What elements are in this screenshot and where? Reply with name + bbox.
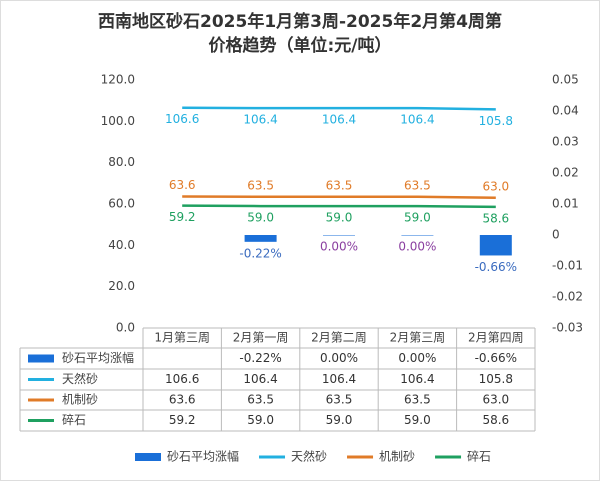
table-cell: 59.0: [247, 413, 274, 427]
table-cell: 63.5: [326, 393, 353, 407]
table-cell: 59.0: [404, 413, 431, 427]
line: [182, 195, 496, 200]
line: [182, 106, 496, 111]
table-row-name: 砂石平均涨幅: [62, 350, 134, 365]
bar-label: 0.00%: [320, 240, 358, 254]
y-tick-label: 100.0: [101, 114, 135, 128]
table-header: 1月第三周: [154, 331, 210, 345]
data-label: 59.0: [404, 211, 431, 225]
legend-label: 天然砂: [291, 449, 327, 464]
legend-label: 碎石: [467, 449, 491, 464]
bar-label: -0.22%: [239, 246, 281, 260]
y-tick-label: 120.0: [101, 73, 135, 87]
y-tick-label: 0.0: [116, 321, 135, 335]
legend-label: 砂石平均涨幅: [167, 449, 239, 464]
y2-tick-label: 0.02: [552, 166, 579, 180]
table-row-name: 天然砂: [62, 371, 98, 386]
data-label: 63.6: [169, 178, 196, 192]
bar: [479, 235, 512, 256]
chart-title: 西南地区砂石2025年1月第3周-2025年2月第4周第: [98, 11, 502, 32]
data-label: 106.4: [322, 113, 356, 127]
bar-label: -0.66%: [475, 260, 517, 274]
data-label: 59.0: [326, 211, 353, 225]
table-cell: 63.6: [169, 393, 196, 407]
data-label: 63.5: [404, 178, 431, 192]
table-header: 2月第二周: [311, 331, 367, 345]
data-label: 59.2: [169, 210, 196, 224]
legend-swatch: [135, 453, 161, 461]
table-cell: 0.00%: [320, 351, 358, 365]
table-cell: 0.00%: [398, 351, 436, 365]
table-header: 2月第三周: [390, 331, 446, 345]
bar-label: 0.00%: [398, 240, 436, 254]
legend-label: 机制砂: [379, 450, 415, 464]
data-label: 63.5: [247, 178, 274, 192]
table-cell: 59.2: [169, 413, 196, 427]
table-cell: 63.5: [247, 393, 274, 407]
table-row-name: 碎石: [62, 412, 86, 427]
line: [182, 204, 496, 209]
table-header: 2月第四周: [468, 331, 524, 345]
chart-title: 价格趋势（单位:元/吨）: [208, 35, 391, 56]
y2-tick-label: 0.05: [552, 73, 579, 87]
table-cell: -0.66%: [475, 351, 517, 365]
y2-tick-label: 0: [552, 228, 560, 242]
data-label: 105.8: [479, 114, 513, 128]
table-cell: 105.8: [479, 372, 513, 386]
table-swatch: [28, 354, 54, 363]
table-cell: 63.0: [482, 393, 509, 407]
table-row-name: 机制砂: [62, 393, 98, 407]
data-label: 63.5: [326, 178, 353, 192]
y2-tick-label: 0.04: [552, 104, 579, 118]
data-label: 106.4: [400, 113, 434, 127]
y2-tick-label: 0.03: [552, 135, 579, 149]
table-cell: 106.6: [165, 372, 199, 386]
y-tick-label: 80.0: [108, 155, 135, 169]
bar: [244, 235, 277, 242]
table-cell: -0.22%: [239, 351, 281, 365]
data-label: 58.6: [482, 211, 509, 225]
y-tick-label: 40.0: [108, 238, 135, 252]
table-cell: 59.0: [326, 413, 353, 427]
table-grid: [19, 327, 535, 432]
table-cell: 63.5: [404, 393, 431, 407]
bar: [401, 235, 434, 236]
table-header: 2月第一周: [233, 331, 289, 345]
y-tick-label: 60.0: [108, 197, 135, 211]
table-cell: 106.4: [400, 372, 434, 386]
data-label: 106.6: [165, 112, 199, 126]
table-cell: 106.4: [322, 372, 356, 386]
data-label: 63.0: [482, 179, 509, 193]
bar: [323, 235, 355, 236]
y2-tick-label: -0.02: [552, 290, 583, 304]
y-tick-label: 20.0: [108, 279, 135, 293]
data-label: 59.0: [247, 211, 274, 225]
y2-tick-label: -0.01: [552, 259, 583, 273]
y2-tick-label: -0.03: [552, 321, 583, 335]
data-label: 106.4: [243, 113, 277, 127]
table-cell: 58.6: [482, 413, 509, 427]
y2-tick-label: 0.01: [552, 197, 579, 211]
table-cell: 106.4: [243, 372, 277, 386]
